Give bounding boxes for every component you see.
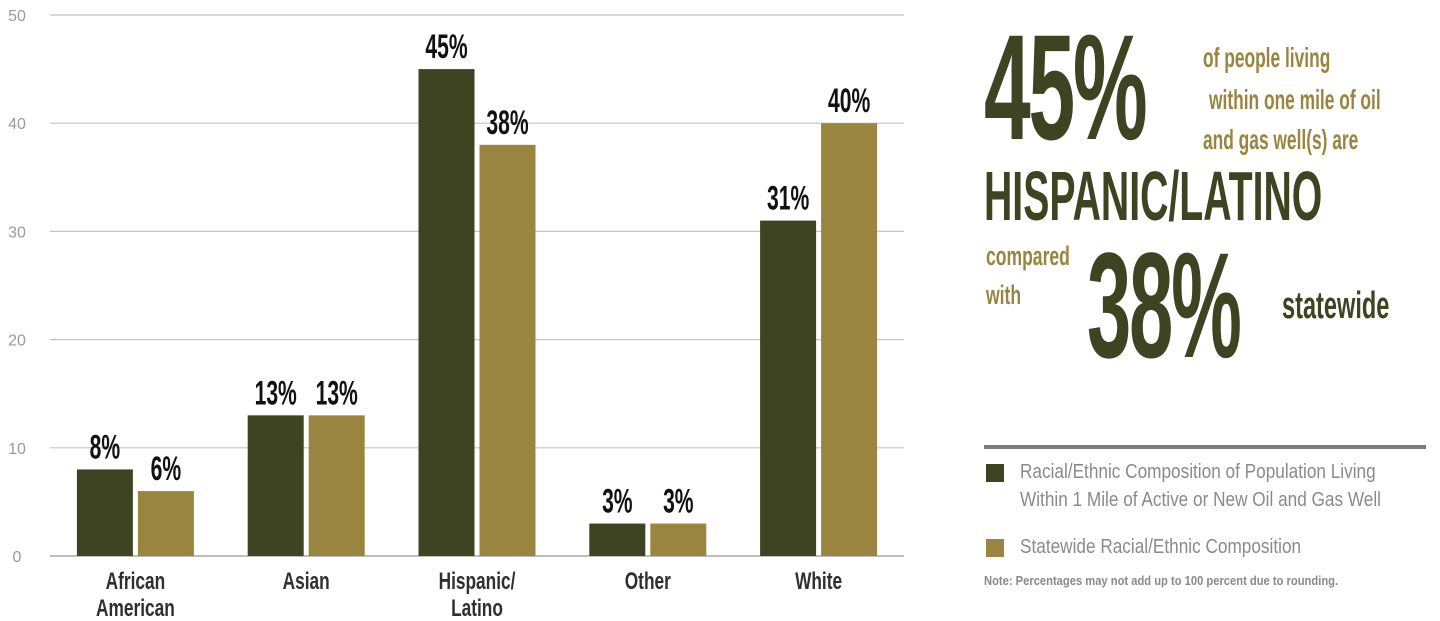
y-tick-label: 20 [8, 333, 26, 350]
callout-compared: compared [986, 241, 1070, 271]
y-tick-label: 0 [13, 549, 22, 566]
callout-line-2: within one mile of oil [1209, 84, 1381, 115]
bar-data-label: 38% [486, 103, 528, 141]
bar-series-1 [247, 415, 304, 556]
legend-swatch-dark [986, 464, 1004, 482]
bar-series-2 [137, 491, 194, 556]
bar-data-label: 40% [828, 81, 870, 119]
bar-series-2 [308, 415, 365, 556]
bar-data-label: 6% [151, 449, 181, 487]
bar-data-label: 8% [90, 427, 120, 465]
x-tick-label: White [795, 568, 842, 594]
x-tick-label: Asian [283, 568, 330, 594]
x-tick-label: Other [625, 568, 671, 594]
bar-data-label: 13% [316, 373, 358, 411]
bar-data-label: 3% [602, 481, 632, 519]
legend-label-1b: Within 1 Mile of Active or New Oil and G… [1020, 489, 1382, 511]
x-tick-label: African [106, 568, 166, 594]
bar-series-2 [821, 123, 878, 556]
y-tick-label: 30 [8, 224, 26, 241]
callout-group: HISPANIC/LATINO [984, 157, 1323, 235]
bar-series-1 [418, 69, 475, 556]
bar-series-1 [76, 469, 133, 556]
callout-big-percent: 45% [984, 3, 1148, 171]
legend-label-1a: Racial/Ethnic Composition of Population … [1020, 461, 1376, 483]
bar-data-label: 3% [663, 481, 693, 519]
bar-data-label: 13% [255, 373, 297, 411]
footnote: Note: Percentages may not add up to 100 … [984, 573, 1339, 588]
x-tick-label: Latino [451, 595, 503, 621]
x-tick-label: Hispanic/ [439, 568, 516, 594]
bar-series-2 [650, 523, 707, 556]
callout-statewide: statewide [1282, 285, 1390, 327]
y-tick-label: 10 [8, 441, 26, 458]
legend-swatch-gold [986, 539, 1004, 557]
bar-series-1 [760, 220, 817, 556]
bar-series-1 [589, 523, 646, 556]
bar-series-2 [479, 144, 536, 556]
y-tick-label: 50 [8, 8, 26, 25]
x-tick-label: American [96, 595, 175, 621]
callout-line-1: of people living [1203, 42, 1331, 73]
bar-data-label: 45% [425, 27, 467, 65]
bars: 8% 6% 13% 13% 45% 38% 3% 3% 31% 40% [76, 27, 878, 556]
bar-data-label: 31% [767, 178, 809, 216]
legend-divider [984, 445, 1426, 449]
y-tick-label: 40 [8, 116, 26, 133]
y-axis: 0 10 20 30 40 50 [8, 8, 26, 566]
callout-line-3: and gas well(s) are [1203, 124, 1359, 155]
callout-with: with [986, 280, 1022, 310]
callout-state-percent: 38% [1087, 221, 1242, 389]
legend-label-2: Statewide Racial/Ethnic Composition [1020, 536, 1302, 558]
bar-chart: 0 10 20 30 40 50 8% 6% 13% 13% 45% 38% 3% 3% 31% 40% A… [8, 8, 904, 621]
